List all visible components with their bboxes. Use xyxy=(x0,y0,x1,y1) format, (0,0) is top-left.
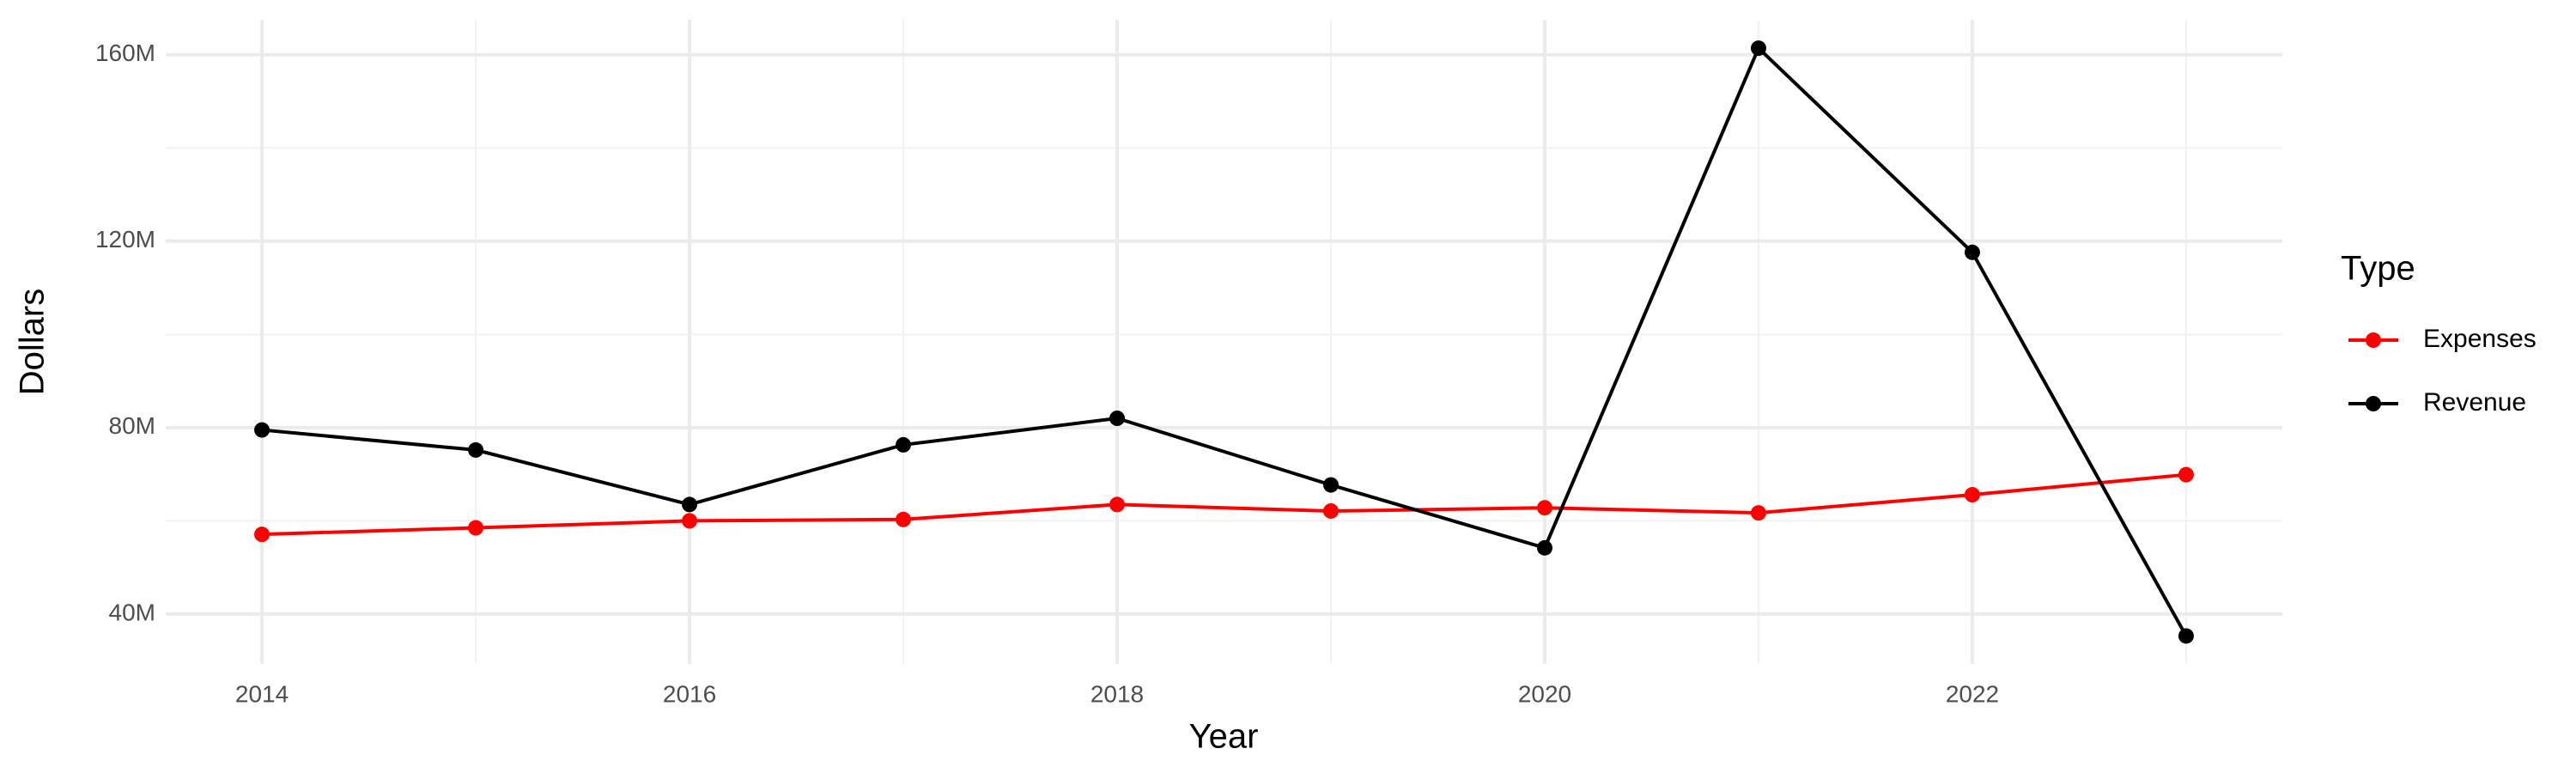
data-point xyxy=(682,496,698,513)
x-tick-label: 2014 xyxy=(235,680,289,707)
data-point xyxy=(1536,500,1552,516)
data-point xyxy=(1536,539,1552,556)
data-point xyxy=(1109,411,1126,427)
series-line xyxy=(261,45,2188,637)
legend-label: Expenses xyxy=(2423,325,2537,353)
series-line xyxy=(261,472,2187,537)
x-tick-label: 2016 xyxy=(663,680,716,707)
data-point xyxy=(682,513,698,529)
y-tick-label: 40M xyxy=(109,599,155,625)
legend-label: Revenue xyxy=(2423,388,2526,417)
data-point xyxy=(1322,477,1339,493)
data-point xyxy=(254,526,270,543)
data-point xyxy=(896,436,912,453)
legend-marker xyxy=(2366,396,2381,411)
data-point xyxy=(468,441,484,458)
x-axis-title: Year xyxy=(1189,718,1259,756)
data-point xyxy=(1322,502,1339,519)
data-point xyxy=(2178,466,2194,483)
data-point xyxy=(896,511,912,527)
data-point xyxy=(1964,487,1980,503)
data-point xyxy=(468,520,484,536)
data-point xyxy=(1750,505,1766,521)
x-tick-label: 2020 xyxy=(1518,680,1571,707)
data-point xyxy=(1750,40,1766,57)
data-point xyxy=(2178,628,2194,644)
legend-marker xyxy=(2366,332,2381,348)
data-point xyxy=(1109,496,1126,513)
x-tick-label: 2018 xyxy=(1091,680,1144,707)
legend-title: Type xyxy=(2341,250,2415,288)
data-point xyxy=(1964,244,1980,260)
y-axis-title: Dollars xyxy=(14,289,52,395)
data-point xyxy=(254,422,270,438)
y-tick-label: 120M xyxy=(95,226,155,253)
x-tick-label: 2022 xyxy=(1946,680,1999,707)
y-tick-label: 160M xyxy=(95,40,155,66)
y-tick-label: 80M xyxy=(109,412,155,439)
